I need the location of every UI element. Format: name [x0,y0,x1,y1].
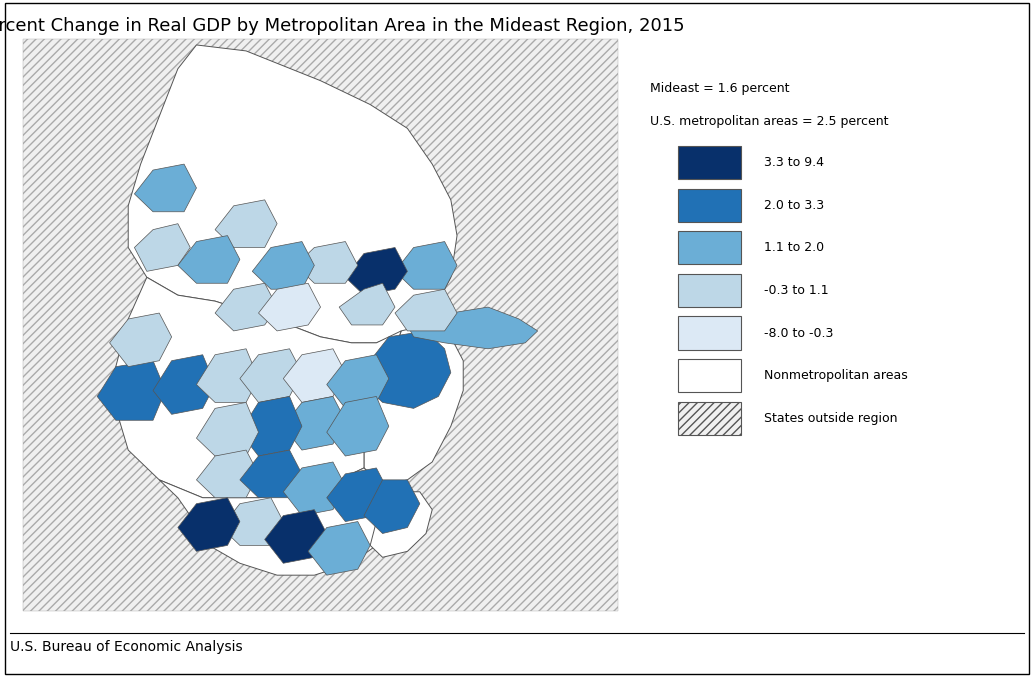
Polygon shape [407,307,538,349]
Polygon shape [153,355,215,414]
Polygon shape [240,450,302,498]
Polygon shape [23,39,618,611]
Polygon shape [364,331,451,408]
Polygon shape [283,462,345,516]
Text: Nonmetropolitan areas: Nonmetropolitan areas [764,369,908,383]
Polygon shape [283,349,345,402]
Polygon shape [215,200,277,248]
Polygon shape [215,283,277,331]
Polygon shape [339,283,395,325]
Polygon shape [327,355,389,408]
Text: 1.1 to 2.0: 1.1 to 2.0 [764,241,824,255]
Polygon shape [178,236,240,283]
Polygon shape [110,313,172,367]
Polygon shape [240,349,302,402]
Polygon shape [370,492,432,557]
Bar [678,316,740,349]
Polygon shape [283,397,345,450]
Polygon shape [296,242,358,283]
Bar [678,401,740,435]
Text: Mideast = 1.6 percent: Mideast = 1.6 percent [650,82,790,95]
Polygon shape [258,283,321,331]
Text: States outside region: States outside region [764,412,898,425]
Polygon shape [345,248,407,295]
Polygon shape [265,510,327,563]
Polygon shape [196,349,258,402]
Polygon shape [178,498,240,551]
Polygon shape [134,223,190,271]
Polygon shape [364,325,463,486]
Polygon shape [240,397,302,456]
Polygon shape [395,242,457,289]
Polygon shape [308,521,370,575]
Polygon shape [159,468,401,575]
Text: Percent Change in Real GDP by Metropolitan Area in the Mideast Region, 2015: Percent Change in Real GDP by Metropolit… [0,17,685,35]
Polygon shape [327,397,389,456]
Polygon shape [134,164,196,212]
Polygon shape [395,289,457,331]
Text: U.S. Bureau of Economic Analysis: U.S. Bureau of Economic Analysis [10,640,243,654]
Polygon shape [221,498,283,546]
Bar [678,274,740,307]
Polygon shape [128,45,457,343]
Polygon shape [97,361,165,420]
Text: U.S. metropolitan areas = 2.5 percent: U.S. metropolitan areas = 2.5 percent [650,115,889,128]
Bar [678,188,740,221]
Polygon shape [196,402,258,456]
Text: 2.0 to 3.3: 2.0 to 3.3 [764,198,824,212]
Text: -0.3 to 1.1: -0.3 to 1.1 [764,284,829,297]
Text: -8.0 to -0.3: -8.0 to -0.3 [764,326,833,340]
Polygon shape [196,450,258,498]
Text: 3.3 to 9.4: 3.3 to 9.4 [764,156,824,169]
Polygon shape [252,242,314,289]
Polygon shape [327,468,389,521]
Polygon shape [116,278,401,498]
Bar [678,146,740,179]
Bar [678,231,740,264]
Polygon shape [364,480,420,533]
Bar [678,359,740,393]
